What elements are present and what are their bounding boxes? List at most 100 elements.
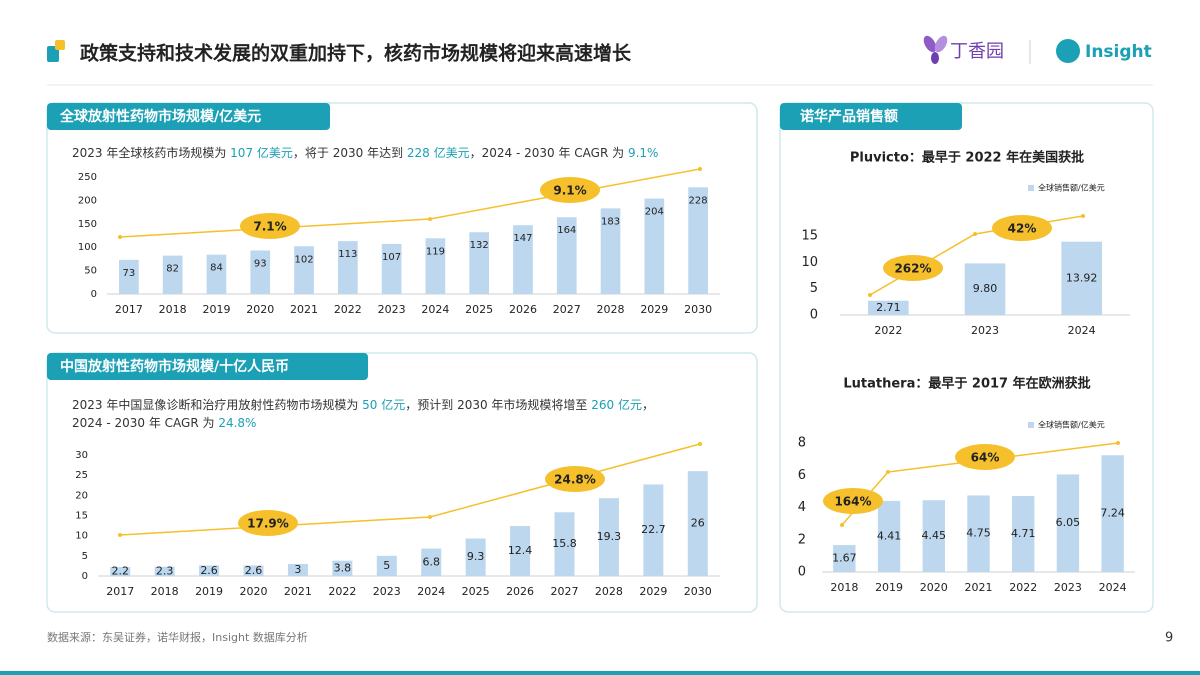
bar bbox=[162, 255, 183, 294]
bar bbox=[556, 217, 577, 294]
bar bbox=[554, 512, 575, 576]
y-tick-label: 6 bbox=[798, 468, 806, 483]
x-tick-label: 2025 bbox=[462, 585, 490, 598]
x-tick-label: 2020 bbox=[920, 581, 948, 594]
panel-tab bbox=[780, 103, 962, 130]
bar bbox=[868, 300, 909, 315]
x-tick-label: 2019 bbox=[195, 585, 223, 598]
cagr-badge bbox=[823, 488, 883, 514]
panel-title: 诺华产品销售额 bbox=[800, 108, 898, 125]
description-segment: ，将于 2030 年达到 bbox=[293, 146, 407, 160]
bar bbox=[1056, 474, 1080, 572]
bar bbox=[688, 187, 708, 294]
x-tick-label: 2023 bbox=[971, 324, 999, 337]
y-tick-label: 150 bbox=[78, 219, 97, 230]
bar bbox=[110, 567, 131, 576]
description-segment: 228 亿美元 bbox=[407, 145, 470, 160]
data-label: 9.80 bbox=[973, 282, 998, 295]
y-tick-label: 15 bbox=[801, 229, 818, 244]
data-label: 15.8 bbox=[552, 537, 577, 550]
panel-title: 全球放射性药物市场规模/亿美元 bbox=[59, 108, 261, 125]
x-tick-label: 2021 bbox=[284, 585, 312, 598]
y-tick-label: 20 bbox=[75, 490, 88, 501]
cagr-badge bbox=[540, 177, 600, 203]
data-label: 183 bbox=[601, 216, 620, 227]
trend-point bbox=[698, 167, 702, 171]
trend-point bbox=[840, 523, 844, 527]
bar bbox=[644, 198, 665, 294]
page-number: 9 bbox=[1165, 631, 1173, 646]
x-tick-label: 2029 bbox=[639, 585, 667, 598]
x-tick-label: 2020 bbox=[246, 303, 274, 316]
x-tick-label: 2021 bbox=[290, 303, 318, 316]
bar bbox=[833, 545, 856, 572]
y-tick-label: 0 bbox=[91, 289, 97, 300]
data-label: 9.3 bbox=[467, 550, 485, 563]
x-tick-label: 2021 bbox=[965, 581, 993, 594]
trend-point bbox=[428, 515, 432, 519]
trend-point bbox=[868, 293, 872, 297]
y-tick-label: 8 bbox=[798, 436, 806, 451]
panel bbox=[779, 102, 1154, 613]
y-tick-label: 10 bbox=[75, 531, 88, 542]
y-tick-label: 30 bbox=[75, 450, 88, 461]
bar bbox=[287, 563, 308, 576]
bar bbox=[154, 566, 175, 576]
y-tick-label: 250 bbox=[78, 172, 97, 183]
data-label: 2.3 bbox=[156, 564, 174, 577]
cagr-label: 262% bbox=[894, 262, 931, 276]
bar bbox=[250, 250, 271, 294]
chart-title: Pluvicto：最早于 2022 年在美国获批 bbox=[850, 150, 1084, 166]
x-tick-label: 2026 bbox=[506, 585, 534, 598]
panel bbox=[46, 352, 758, 613]
description-segment: 50 亿元 bbox=[362, 397, 405, 412]
description-segment: 107 亿美元 bbox=[230, 145, 293, 160]
data-label: 2.6 bbox=[200, 564, 218, 577]
cagr-badge bbox=[883, 255, 943, 281]
x-tick-label: 2019 bbox=[202, 303, 230, 316]
x-tick-label: 2018 bbox=[830, 581, 858, 594]
bar bbox=[119, 259, 139, 294]
chart-title: Lutathera：最早于 2017 年在欧洲获批 bbox=[843, 376, 1090, 392]
trend-point bbox=[118, 533, 122, 537]
bar bbox=[469, 232, 490, 294]
panel-title: 中国放射性药物市场规模/十亿人民币 bbox=[60, 358, 289, 375]
cagr-label: 64% bbox=[971, 451, 1000, 465]
cagr-label: 42% bbox=[1008, 222, 1037, 236]
trend-point bbox=[1116, 441, 1120, 445]
data-label: 119 bbox=[426, 246, 445, 257]
description: 2023 年全球核药市场规模为 107 亿美元，将于 2030 年达到 228 … bbox=[72, 145, 658, 160]
bar bbox=[598, 498, 619, 576]
bar bbox=[381, 243, 402, 294]
data-label: 4.45 bbox=[922, 529, 947, 542]
trend-point bbox=[973, 232, 977, 236]
cagr-badge bbox=[955, 444, 1015, 470]
brand: 丁香园 bbox=[950, 41, 1004, 62]
x-tick-label: 2018 bbox=[151, 585, 179, 598]
y-tick-label: 25 bbox=[75, 470, 88, 481]
y-tick-label: 5 bbox=[82, 551, 88, 562]
data-label: 13.92 bbox=[1066, 271, 1098, 284]
x-tick-label: 2022 bbox=[328, 585, 356, 598]
slide-title: 政策支持和技术发展的双重加持下，核药市场规模将迎来高速增长 bbox=[80, 42, 632, 65]
bar bbox=[337, 241, 358, 294]
trend-point bbox=[1081, 214, 1085, 218]
x-tick-label: 2020 bbox=[240, 585, 268, 598]
bar bbox=[510, 525, 531, 576]
description: 2023 年中国显像诊断和治疗用放射性药物市场规模为 50 亿元，预计到 203… bbox=[72, 397, 654, 412]
data-label: 164 bbox=[557, 225, 576, 236]
y-tick-label: 2 bbox=[798, 532, 806, 547]
source-note: 数据来源：东吴证券，诺华财报，Insight 数据库分析 bbox=[47, 630, 308, 644]
description-segment: 2023 年中国显像诊断和治疗用放射性药物市场规模为 bbox=[72, 397, 362, 412]
y-tick-label: 0 bbox=[810, 308, 818, 323]
trend-point bbox=[428, 217, 432, 221]
data-label: 204 bbox=[645, 207, 664, 218]
legend-label: 全球销售额/亿美元 bbox=[1038, 420, 1105, 430]
cagr-label: 9.1% bbox=[553, 184, 586, 198]
x-tick-label: 2019 bbox=[875, 581, 903, 594]
cagr-label: 164% bbox=[834, 495, 871, 509]
data-label: 107 bbox=[382, 252, 401, 263]
x-tick-label: 2022 bbox=[1009, 581, 1037, 594]
cagr-label: 7.1% bbox=[253, 220, 286, 234]
